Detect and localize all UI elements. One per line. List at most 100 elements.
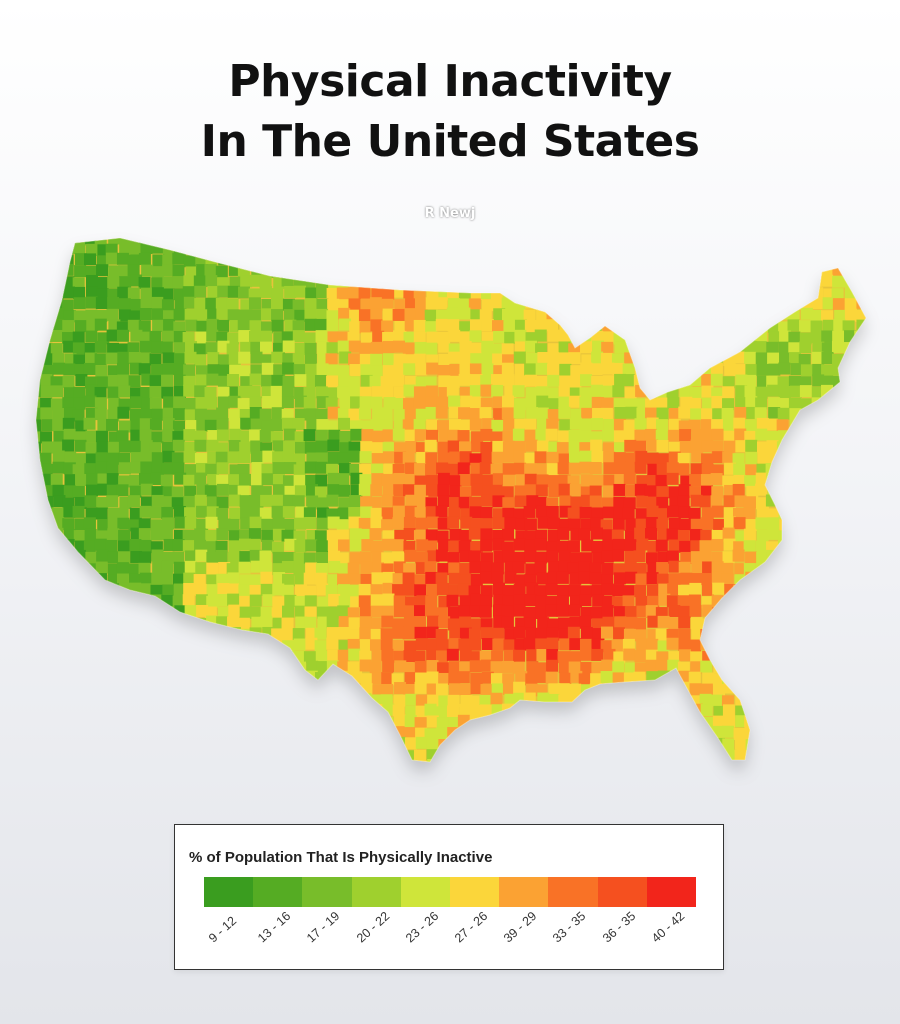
county-cell	[647, 615, 660, 628]
county-cell	[459, 341, 472, 354]
county-cell	[765, 715, 778, 728]
county-cell	[52, 461, 65, 474]
county-cell	[470, 682, 483, 695]
county-cell	[52, 265, 65, 278]
county-cell	[788, 286, 801, 299]
county-cell	[446, 749, 459, 762]
county-cell	[524, 243, 537, 256]
county-cell	[832, 506, 845, 519]
county-cell	[458, 749, 471, 762]
county-cell	[844, 507, 857, 520]
county-cell	[833, 428, 846, 441]
county-cell	[380, 407, 393, 420]
county-cell	[787, 319, 800, 332]
county-cell	[788, 660, 801, 673]
county-cell	[810, 527, 823, 540]
county-cell	[602, 539, 615, 552]
county-cell	[206, 318, 219, 331]
county-cell	[282, 264, 295, 277]
county-cell	[348, 584, 361, 597]
county-cell	[40, 540, 53, 553]
county-cell	[339, 683, 352, 696]
county-cell	[669, 683, 682, 696]
county-cell	[228, 409, 241, 422]
county-cell	[228, 649, 241, 662]
county-cell	[745, 661, 758, 674]
county-cell	[72, 694, 85, 707]
legend-swatch	[253, 877, 303, 907]
county-cell	[215, 297, 228, 310]
county-cell	[238, 682, 251, 695]
county-cell	[603, 418, 616, 431]
county-cell	[514, 485, 527, 498]
county-cell	[767, 772, 779, 784]
county-cell	[623, 628, 636, 641]
county-cell	[183, 583, 196, 596]
county-cell	[425, 321, 438, 334]
county-cell	[404, 672, 417, 685]
county-cell	[668, 605, 681, 618]
county-cell	[578, 561, 591, 574]
county-cell	[655, 419, 668, 432]
county-cell	[535, 736, 548, 749]
county-cell	[867, 618, 879, 630]
county-cell	[62, 320, 75, 333]
county-cell	[667, 694, 680, 707]
county-cell	[612, 362, 625, 375]
county-cell	[734, 495, 747, 508]
county-cell	[327, 516, 340, 529]
county-cell	[73, 563, 86, 576]
county-cell	[504, 628, 517, 641]
county-cell	[272, 484, 285, 497]
county-cell	[546, 398, 559, 411]
county-cell	[581, 539, 594, 552]
county-cell	[139, 750, 152, 762]
county-cell	[436, 717, 449, 730]
county-cell	[85, 584, 98, 597]
county-cell	[623, 428, 636, 441]
county-cell	[371, 725, 384, 738]
county-cell	[559, 375, 572, 388]
county-cell	[624, 715, 637, 728]
county-cell	[602, 485, 615, 498]
county-cell	[426, 638, 439, 651]
county-cell	[580, 362, 593, 375]
county-cell	[238, 671, 251, 684]
county-cell	[545, 750, 558, 762]
county-cell	[84, 593, 97, 606]
county-cell	[724, 650, 737, 663]
county-cell	[314, 640, 327, 653]
county-cell	[677, 452, 690, 465]
county-cell	[228, 661, 241, 674]
county-cell	[768, 749, 781, 762]
county-cell	[700, 286, 713, 299]
county-cell	[699, 495, 712, 508]
county-cell	[218, 704, 231, 717]
county-cell	[360, 506, 373, 519]
county-cell	[536, 407, 549, 420]
county-cell	[559, 495, 572, 508]
county-cell	[304, 595, 317, 608]
county-cell	[393, 472, 406, 485]
county-cell	[822, 541, 835, 554]
county-cell	[108, 265, 121, 278]
county-cell	[645, 255, 658, 268]
county-cell	[755, 497, 768, 510]
county-cell	[755, 397, 768, 410]
county-cell	[536, 474, 549, 487]
county-cell	[624, 550, 637, 563]
county-cell	[645, 759, 658, 762]
county-cell	[130, 429, 143, 442]
county-cell	[746, 758, 759, 762]
county-cell	[646, 496, 659, 509]
county-cell	[810, 417, 823, 430]
county-cell	[459, 683, 472, 696]
county-cell	[536, 254, 549, 267]
county-cell	[249, 706, 262, 719]
county-cell	[424, 439, 437, 452]
county-cell	[711, 486, 724, 499]
county-cell	[95, 738, 108, 751]
county-cell	[325, 244, 338, 257]
county-cell	[128, 726, 141, 739]
county-cell	[612, 518, 625, 531]
